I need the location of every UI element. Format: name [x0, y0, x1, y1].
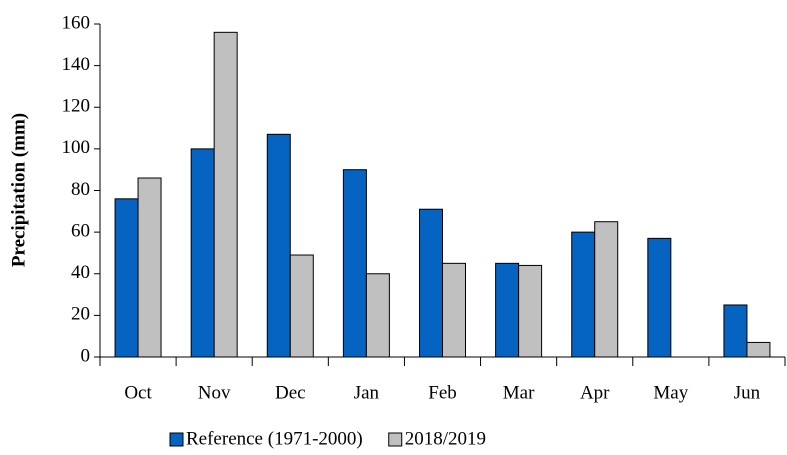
bar [518, 264, 543, 358]
y-tick-label: 20 [71, 304, 90, 325]
bar [114, 198, 139, 358]
y-tick-label: 140 [62, 54, 91, 75]
bar [365, 273, 390, 358]
bar [266, 133, 291, 358]
x-tick-label: May [653, 382, 688, 403]
y-tick-label: 160 [62, 12, 91, 33]
legend-label: 2018/2019 [405, 428, 486, 449]
x-tick-label: Oct [124, 382, 152, 403]
y-tick-label: 80 [71, 179, 90, 200]
bar [137, 177, 162, 358]
bar [647, 237, 672, 358]
y-axis-label: Precipitation (mm) [8, 113, 29, 267]
bar [442, 262, 466, 358]
y-tick-label: 60 [71, 220, 90, 241]
legend-swatch [169, 432, 184, 447]
legend-label: Reference (1971-2000) [186, 428, 363, 449]
bar [594, 221, 619, 358]
x-tick-label: Jun [734, 382, 761, 403]
bar [342, 169, 367, 358]
bar [213, 31, 238, 358]
y-tick-label: 40 [71, 262, 90, 283]
x-tick-label: Jan [354, 382, 380, 403]
legend-swatch [388, 432, 403, 447]
x-tick-label: Apr [580, 382, 610, 403]
bar [289, 254, 314, 358]
bar [419, 208, 443, 358]
bar [723, 304, 748, 358]
x-tick-label: Nov [198, 382, 231, 403]
x-tick-label: Mar [503, 382, 535, 403]
bar [571, 231, 596, 358]
bar [746, 341, 771, 358]
x-tick-label: Feb [428, 382, 457, 403]
bar [495, 262, 520, 358]
y-tick-label: 100 [62, 137, 91, 158]
bar [190, 148, 215, 358]
x-tick-label: Dec [275, 382, 306, 403]
y-tick-label: 0 [81, 345, 91, 366]
y-tick-label: 120 [62, 96, 91, 117]
